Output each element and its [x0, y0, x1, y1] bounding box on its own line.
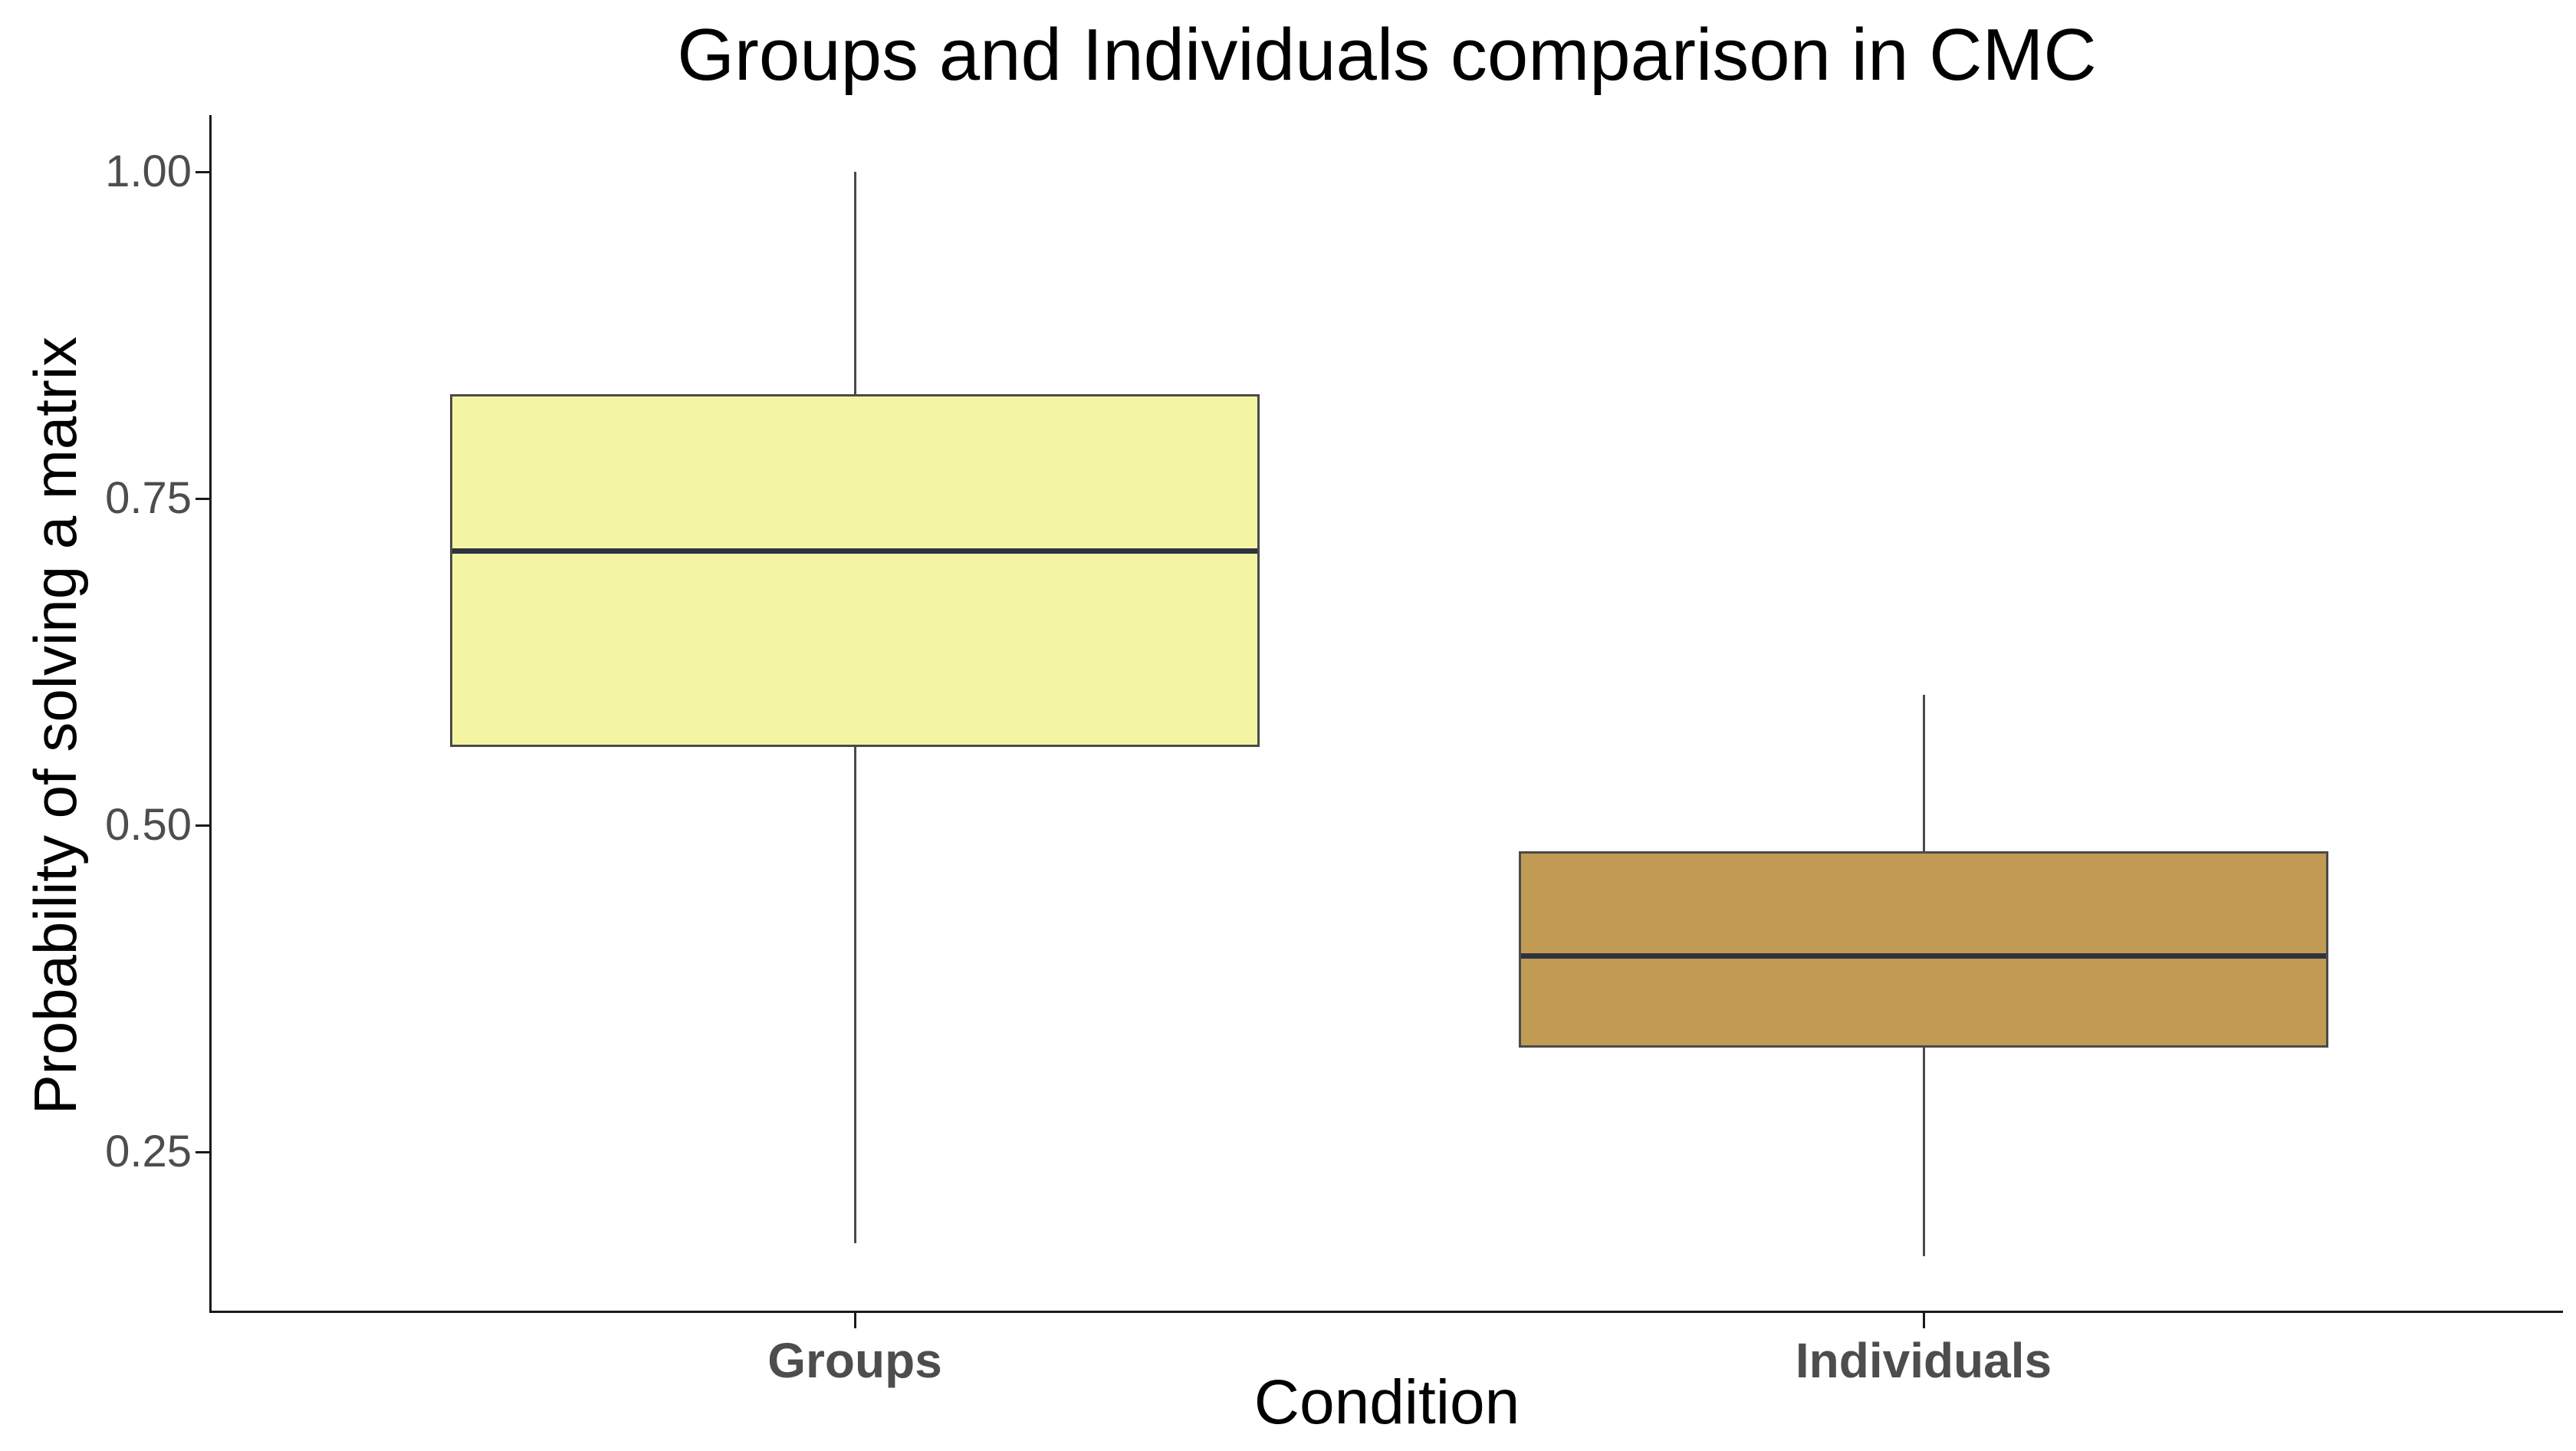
upper-whisker-groups	[853, 172, 856, 394]
y-axis-line	[209, 115, 212, 1313]
x-tick-mark	[1922, 1313, 1925, 1328]
upper-whisker-individuals	[1922, 694, 1925, 852]
y-tick-label: 0.50	[105, 800, 192, 850]
y-axis-title: Probability of solving a matrix	[21, 336, 89, 1115]
median-line-individuals	[1521, 953, 2326, 959]
lower-whisker-groups	[853, 746, 856, 1244]
y-tick-label: 0.25	[105, 1127, 192, 1176]
y-tick-mark	[196, 1150, 211, 1153]
x-tick-label-individuals: Individuals	[1795, 1333, 2052, 1388]
y-tick-mark	[196, 497, 211, 500]
y-tick-label: 0.75	[105, 473, 192, 523]
x-axis-line	[209, 1311, 2563, 1313]
x-axis-title: Condition	[1254, 1367, 1520, 1437]
median-line-groups	[452, 548, 1257, 554]
x-tick-label-groups: Groups	[767, 1333, 942, 1388]
y-tick-label: 1.00	[105, 146, 192, 196]
x-tick-mark	[853, 1313, 856, 1328]
y-tick-mark	[196, 824, 211, 827]
y-tick-mark	[196, 170, 211, 173]
box-individuals	[1519, 851, 2328, 1048]
lower-whisker-individuals	[1922, 1047, 1925, 1257]
box-groups	[450, 393, 1260, 747]
chart-title: Groups and Individuals comparison in CMC	[677, 14, 2097, 96]
